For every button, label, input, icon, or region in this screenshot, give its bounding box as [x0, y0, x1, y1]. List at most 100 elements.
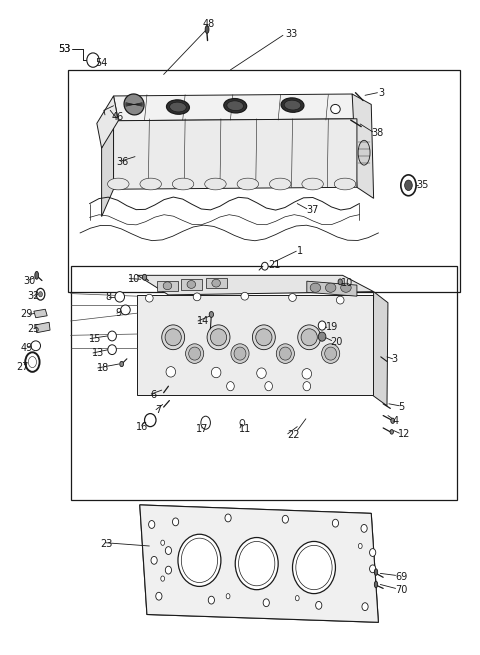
Ellipse shape: [239, 542, 275, 586]
Ellipse shape: [193, 293, 201, 301]
Text: 10: 10: [128, 274, 140, 284]
Ellipse shape: [318, 321, 326, 330]
Ellipse shape: [204, 178, 226, 190]
Ellipse shape: [374, 581, 378, 588]
Ellipse shape: [187, 280, 196, 288]
Ellipse shape: [210, 329, 227, 346]
Ellipse shape: [211, 367, 221, 378]
Ellipse shape: [284, 100, 301, 110]
Ellipse shape: [108, 178, 129, 190]
Text: 53: 53: [59, 44, 71, 54]
Ellipse shape: [265, 382, 273, 391]
Text: 16: 16: [136, 422, 148, 432]
Ellipse shape: [201, 416, 210, 429]
Ellipse shape: [370, 549, 376, 557]
Ellipse shape: [292, 542, 336, 593]
Ellipse shape: [166, 367, 176, 377]
Ellipse shape: [401, 175, 416, 196]
Ellipse shape: [140, 178, 161, 190]
Ellipse shape: [298, 325, 321, 350]
Polygon shape: [352, 94, 373, 198]
Ellipse shape: [226, 593, 230, 599]
Ellipse shape: [269, 178, 291, 190]
Ellipse shape: [28, 356, 36, 367]
Text: 18: 18: [97, 363, 109, 373]
Ellipse shape: [189, 347, 201, 360]
Ellipse shape: [162, 325, 185, 350]
Ellipse shape: [282, 515, 288, 523]
Ellipse shape: [325, 283, 336, 292]
Ellipse shape: [165, 329, 181, 346]
Ellipse shape: [281, 98, 304, 112]
Ellipse shape: [120, 362, 123, 367]
Ellipse shape: [151, 557, 157, 564]
Polygon shape: [36, 322, 50, 333]
Ellipse shape: [241, 292, 249, 300]
Text: 19: 19: [326, 322, 338, 333]
Text: 38: 38: [371, 128, 384, 138]
Ellipse shape: [181, 538, 217, 582]
Ellipse shape: [296, 546, 332, 590]
Ellipse shape: [279, 347, 291, 360]
Text: 53: 53: [59, 44, 71, 54]
Polygon shape: [114, 94, 357, 121]
Polygon shape: [205, 278, 227, 288]
Text: 5: 5: [398, 402, 405, 412]
Text: 7: 7: [155, 405, 161, 415]
Ellipse shape: [252, 325, 276, 350]
Polygon shape: [137, 295, 372, 396]
Ellipse shape: [165, 547, 171, 555]
Text: 29: 29: [21, 309, 33, 320]
Ellipse shape: [358, 140, 370, 165]
Ellipse shape: [31, 341, 40, 350]
Text: 37: 37: [307, 205, 319, 215]
Text: 17: 17: [196, 424, 208, 434]
Ellipse shape: [205, 26, 209, 33]
Ellipse shape: [235, 538, 278, 590]
Text: 32: 32: [28, 291, 40, 301]
Ellipse shape: [322, 344, 340, 364]
Ellipse shape: [332, 519, 338, 527]
Ellipse shape: [169, 102, 186, 112]
Ellipse shape: [161, 540, 165, 546]
Text: 69: 69: [395, 572, 408, 582]
Ellipse shape: [362, 603, 368, 610]
Ellipse shape: [359, 544, 362, 549]
Ellipse shape: [212, 279, 220, 287]
Ellipse shape: [302, 369, 312, 379]
Ellipse shape: [302, 178, 324, 190]
Bar: [68, 70, 459, 291]
Ellipse shape: [405, 180, 412, 191]
Text: 12: 12: [398, 430, 411, 440]
Ellipse shape: [178, 534, 221, 586]
Ellipse shape: [263, 599, 269, 607]
Text: 3: 3: [392, 354, 398, 364]
Ellipse shape: [120, 305, 130, 315]
Ellipse shape: [370, 565, 376, 572]
Ellipse shape: [234, 347, 246, 360]
Ellipse shape: [149, 521, 155, 529]
Ellipse shape: [301, 329, 317, 346]
Ellipse shape: [124, 94, 144, 115]
Text: 6: 6: [150, 390, 156, 400]
Text: 35: 35: [417, 180, 429, 191]
Text: 3: 3: [378, 88, 384, 98]
Text: 10: 10: [341, 278, 353, 288]
Ellipse shape: [207, 325, 230, 350]
Ellipse shape: [341, 283, 351, 292]
Text: 11: 11: [239, 424, 252, 434]
Ellipse shape: [156, 592, 162, 600]
Text: 36: 36: [116, 157, 128, 168]
Ellipse shape: [145, 294, 153, 302]
Text: 9: 9: [115, 308, 121, 318]
Text: 46: 46: [111, 113, 123, 122]
Ellipse shape: [165, 566, 171, 574]
Text: 15: 15: [89, 333, 101, 344]
Ellipse shape: [186, 344, 204, 364]
Ellipse shape: [390, 430, 394, 434]
Ellipse shape: [316, 601, 322, 609]
Text: 22: 22: [287, 430, 299, 440]
Ellipse shape: [295, 595, 299, 601]
Text: 4: 4: [393, 416, 399, 426]
Ellipse shape: [391, 418, 395, 423]
